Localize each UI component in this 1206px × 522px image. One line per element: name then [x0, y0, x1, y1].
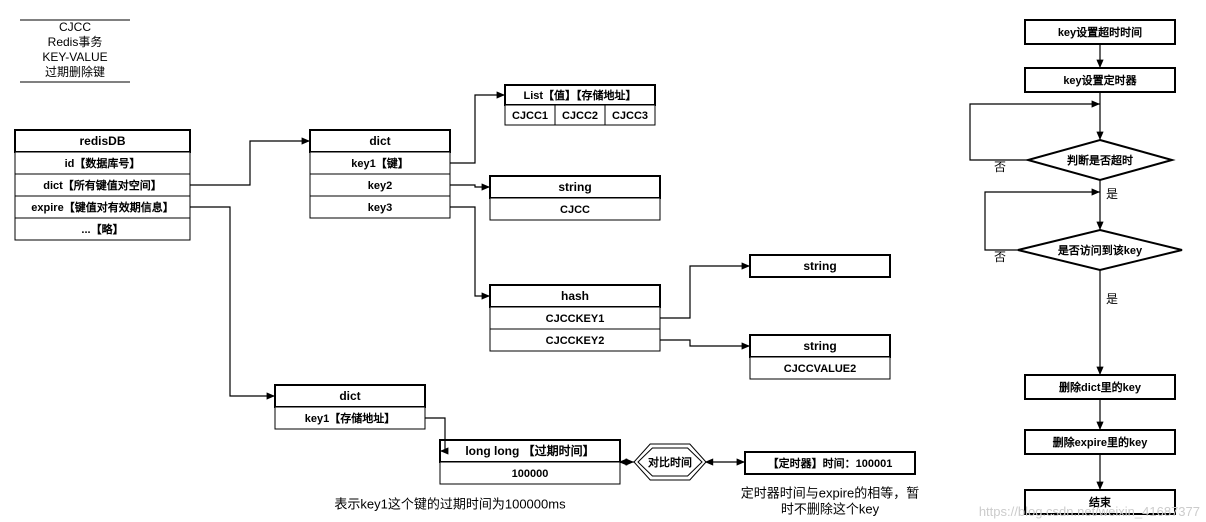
- svg-text:100000: 100000: [512, 468, 549, 480]
- svg-text:dict: dict: [369, 134, 390, 148]
- svg-text:key1【键】: key1【键】: [351, 156, 408, 170]
- svg-text:是: 是: [1106, 292, 1118, 306]
- svg-text:key设置超时时间: key设置超时时间: [1058, 25, 1142, 39]
- svg-text:key2: key2: [368, 180, 392, 192]
- edge: [190, 207, 275, 396]
- note-2a: 定时器时间与expire的相等，暂: [741, 485, 919, 500]
- watermark: https://blog.csdn.net/weixin_41687377: [979, 504, 1200, 519]
- svg-text:dict【所有键值对空间】: dict【所有键值对空间】: [43, 178, 162, 192]
- svg-text:key设置定时器: key设置定时器: [1063, 73, 1137, 87]
- svg-text:判断是否超时: 判断是否超时: [1067, 153, 1133, 167]
- svg-text:是: 是: [1106, 187, 1118, 201]
- dict1-box: dict key1【键】 key2 key3: [310, 130, 450, 218]
- svg-text:long long 【过期时间】: long long 【过期时间】: [465, 443, 594, 458]
- svg-text:string: string: [803, 259, 836, 273]
- dict2-box: dict key1【存储地址】: [275, 385, 425, 429]
- redisdb-box: redisDB id【数据库号】 dict【所有键值对空间】 expire【键值对有效…: [15, 130, 190, 240]
- svg-text:CJCCVALUE2: CJCCVALUE2: [784, 363, 857, 375]
- hash1-box: hash CJCCKEY1 CJCCKEY2: [490, 285, 660, 351]
- svg-text:List【值】【存储地址】: List【值】【存储地址】: [523, 88, 636, 102]
- svg-text:key1【存储地址】: key1【存储地址】: [305, 411, 395, 425]
- svg-text:key3: key3: [368, 202, 392, 214]
- svg-text:CJCC2: CJCC2: [562, 110, 598, 122]
- svg-text:删除expire里的key: 删除expire里的key: [1053, 435, 1149, 449]
- edge: [450, 185, 490, 187]
- svg-text:CJCCKEY2: CJCCKEY2: [546, 335, 605, 347]
- svg-text:CJCC: CJCC: [59, 20, 91, 34]
- edge: [660, 266, 750, 318]
- svg-text:...【略】: ...【略】: [81, 222, 123, 236]
- edge: [450, 95, 505, 163]
- edge: [190, 141, 310, 185]
- string1-box: string CJCC: [490, 176, 660, 220]
- svg-text:删除dict里的key: 删除dict里的key: [1059, 380, 1142, 394]
- svg-text:否: 否: [994, 160, 1006, 174]
- svg-text:dict: dict: [339, 389, 360, 403]
- svg-text:对比时间: 对比时间: [648, 455, 692, 469]
- svg-text:【定时器】时间：100001: 【定时器】时间：100001: [768, 456, 893, 470]
- svg-text:过期删除键: 过期删除键: [45, 64, 105, 79]
- string2-box: string: [750, 255, 890, 277]
- svg-text:hash: hash: [561, 289, 589, 303]
- svg-text:否: 否: [994, 250, 1006, 264]
- svg-text:CJCC: CJCC: [560, 204, 590, 216]
- svg-text:string: string: [558, 180, 591, 194]
- svg-text:是否访问到该key: 是否访问到该key: [1057, 243, 1143, 257]
- edge: [660, 340, 750, 346]
- edge: [450, 207, 490, 296]
- svg-text:CJCC1: CJCC1: [512, 110, 548, 122]
- svg-text:expire【键值对有效期信息】: expire【键值对有效期信息】: [31, 200, 173, 214]
- svg-text:redisDB: redisDB: [79, 134, 125, 148]
- svg-text:KEY-VALUE: KEY-VALUE: [42, 50, 107, 64]
- svg-text:Redis事务: Redis事务: [48, 34, 103, 49]
- svg-text:string: string: [803, 339, 836, 353]
- string3-box: string CJCCVALUE2: [750, 335, 890, 379]
- svg-text:id【数据库号】: id【数据库号】: [65, 156, 141, 170]
- note-1: 表示key1这个键的过期时间为100000ms: [334, 496, 566, 511]
- longlong-box: long long 【过期时间】 100000: [440, 440, 620, 484]
- svg-text:CJCC3: CJCC3: [612, 110, 648, 122]
- svg-text:CJCCKEY1: CJCCKEY1: [546, 313, 605, 325]
- note-2b: 时不删除这个key: [781, 501, 880, 516]
